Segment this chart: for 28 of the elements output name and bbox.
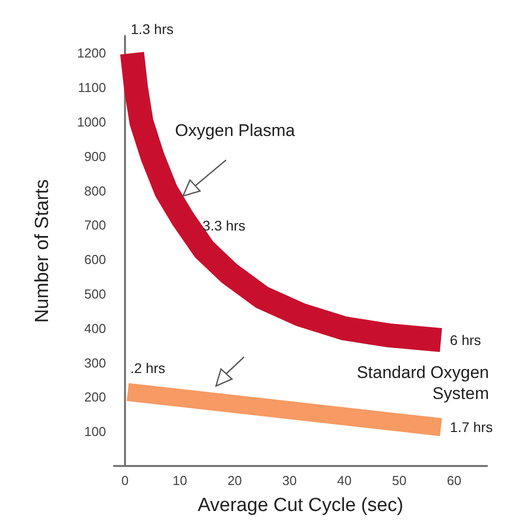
y-tick-label: 1200 xyxy=(77,46,106,61)
annotation: .2 hrs xyxy=(130,360,166,376)
annotation: 6 hrs xyxy=(450,332,482,348)
y-tick-label: 700 xyxy=(84,218,106,233)
x-tick-label: 30 xyxy=(282,473,297,488)
x-tick-label: 60 xyxy=(446,473,462,488)
y-axis-title: Number of Starts xyxy=(32,179,53,323)
x-tick-label: 50 xyxy=(392,473,406,488)
x-axis-title: Average Cut Cycle (sec) xyxy=(198,495,404,516)
y-tick-label: 800 xyxy=(84,183,106,198)
annotation: 1.3 hrs xyxy=(130,21,174,38)
y-tick-label: 500 xyxy=(84,286,106,302)
x-tick-label: 0 xyxy=(121,473,129,488)
y-tick-label: 900 xyxy=(84,148,106,164)
y-tick-label: 200 xyxy=(84,390,106,405)
y-tick-label: 1100 xyxy=(78,80,106,96)
x-tick-label: 40 xyxy=(337,473,352,488)
series-label: Standard Oxygen System xyxy=(356,363,489,403)
x-tick-label: 20 xyxy=(227,473,242,488)
y-tick-label: 600 xyxy=(84,252,106,268)
series-label: Oxygen Plasma xyxy=(175,121,296,140)
y-tick-label: 300 xyxy=(84,355,106,370)
y-tick-label: 100 xyxy=(84,424,106,440)
y-tick-label: 1000 xyxy=(77,114,106,130)
y-tick-label: 400 xyxy=(84,320,106,336)
x-tick-label: 10 xyxy=(172,473,188,488)
annotation: 3.3 hrs xyxy=(202,217,246,234)
annotation: 1.7 hrs xyxy=(450,419,493,436)
